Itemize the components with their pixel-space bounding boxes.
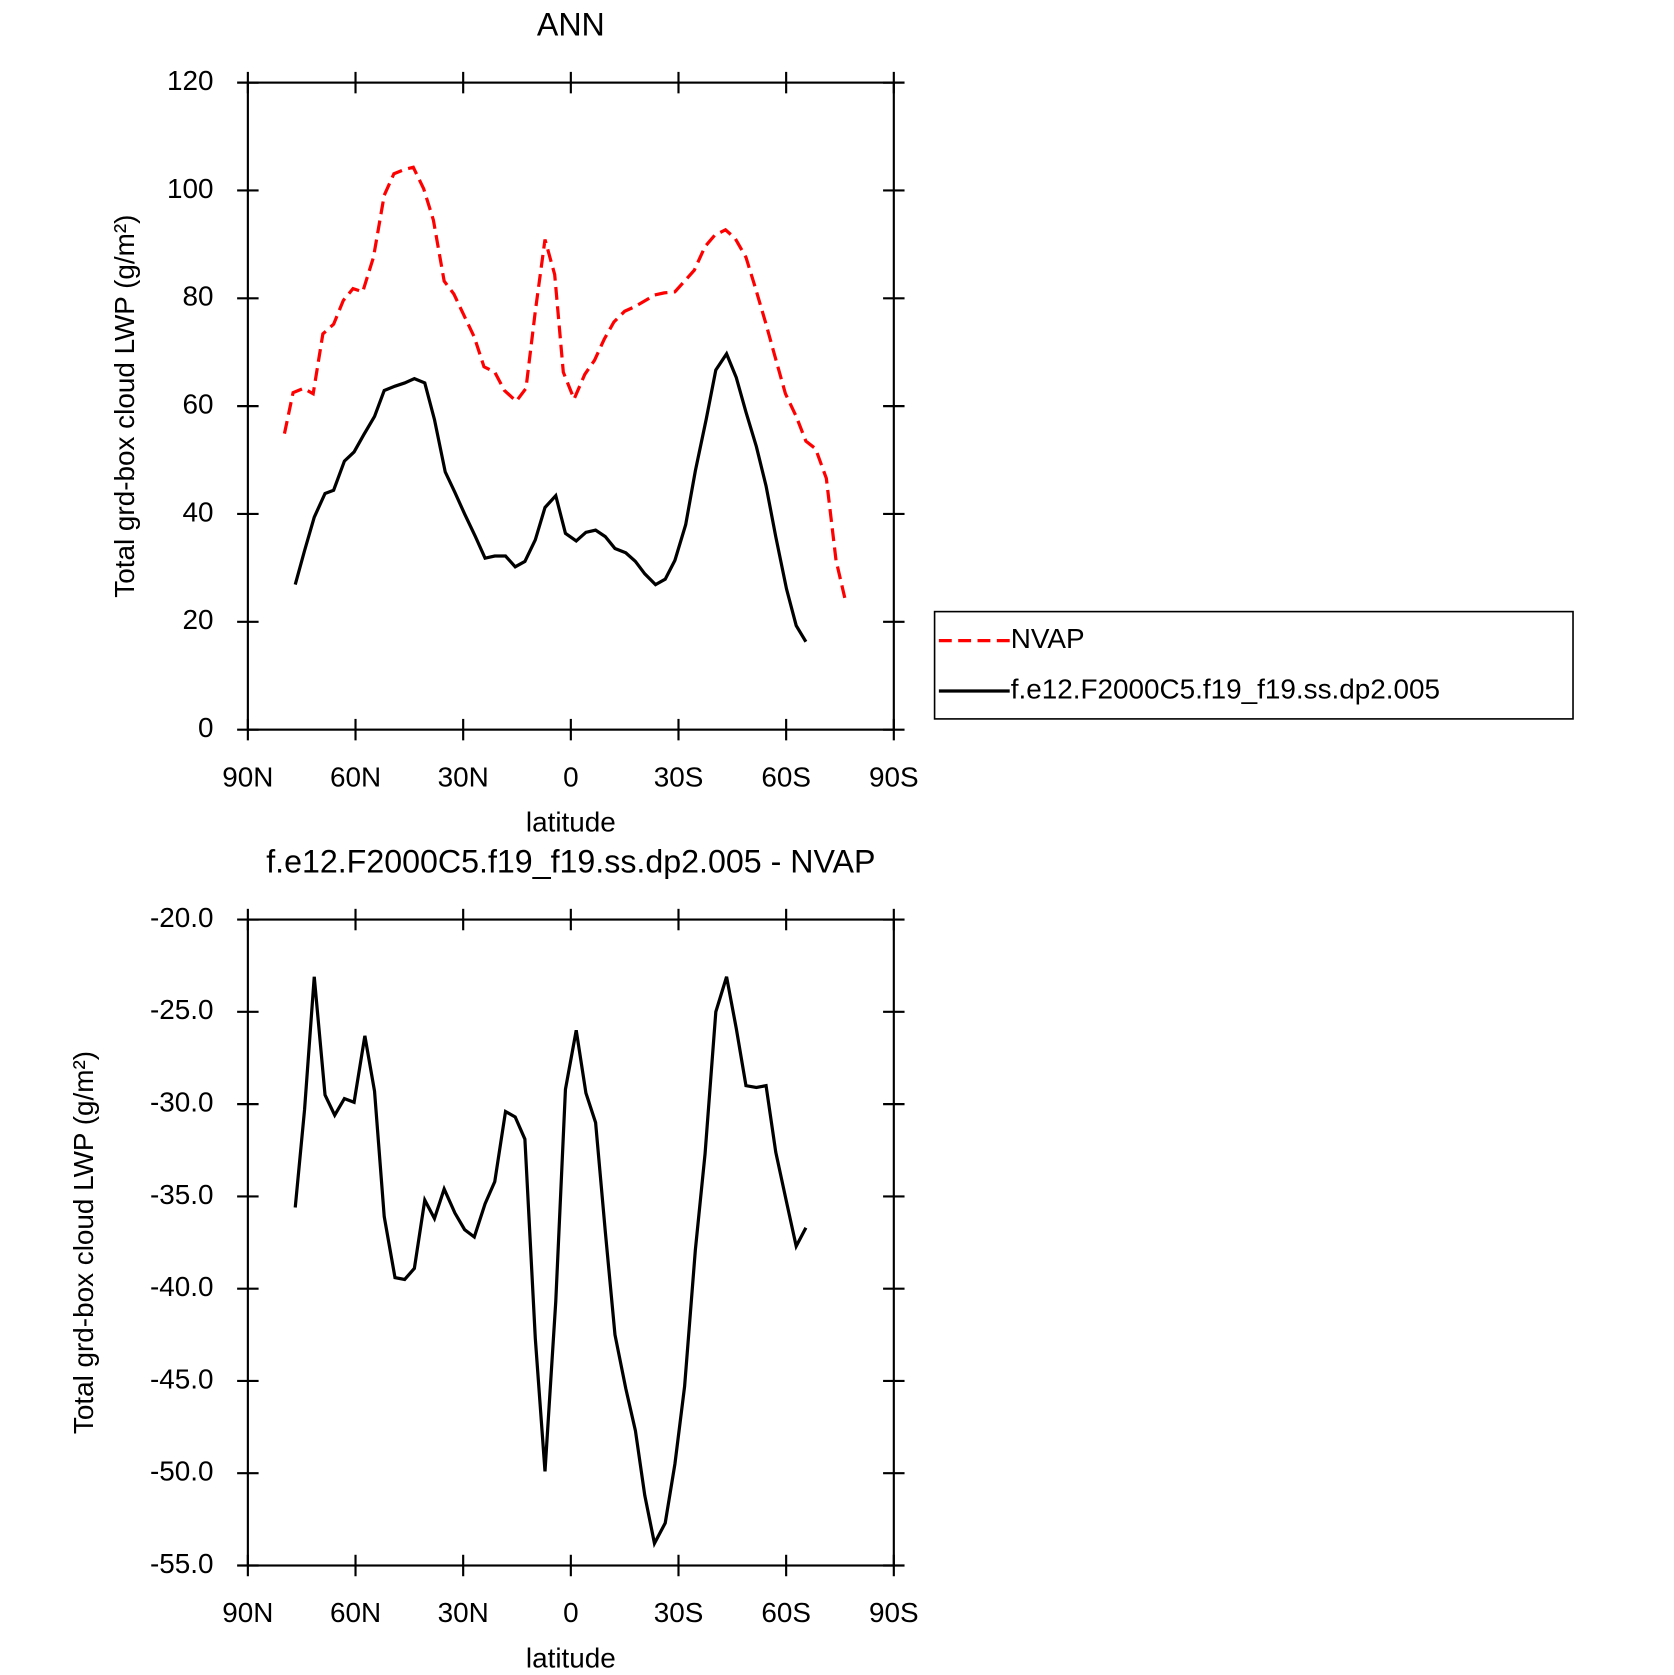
x-tick-label: 60N [330,1597,381,1628]
y-tick-label: -55.0 [150,1548,214,1579]
x-tick-label: 90N [222,1597,273,1628]
chart-title: ANN [537,6,605,42]
chart-title: f.e12.F2000C5.f19_f19.ss.dp2.005 - NVAP [266,843,875,879]
y-tick-label: 0 [198,712,214,743]
plot-frame [246,81,895,731]
y-tick-label: -35.0 [150,1179,214,1210]
legend-label: f.e12.F2000C5.f19_f19.ss.dp2.005 [1011,673,1440,704]
x-tick-label: 0 [563,1597,579,1628]
y-tick-label: -30.0 [150,1086,214,1117]
y-tick-label: -45.0 [150,1363,214,1394]
y-tick-label: -50.0 [150,1456,214,1487]
x-tick-label: 0 [563,761,579,792]
data-line [293,350,808,643]
x-tick-label: 30S [654,1597,704,1628]
x-tick-label: 90S [869,761,919,792]
x-tick-label: 30N [438,761,489,792]
x-tick-label: 30S [654,761,704,792]
y-tick-label: -25.0 [150,994,214,1025]
y-tick-label: -40.0 [150,1271,214,1302]
x-tick-label: 60N [330,761,381,792]
y-tick-label: 80 [183,281,214,312]
data-line [282,165,848,603]
x-tick-label: 60S [761,1597,811,1628]
y-tick-label: 40 [183,496,214,527]
y-tick-label: 100 [167,173,214,204]
y-tick-label: -20.0 [150,902,214,933]
y-tick-label: 120 [167,65,214,96]
x-tick-label: 90N [222,761,273,792]
data-line [293,976,808,1549]
x-tick-label: 90S [869,1597,919,1628]
x-axis-label: latitude [526,806,616,837]
y-tick-label: 60 [183,389,214,420]
y-tick-label: 20 [183,604,214,635]
x-axis-label: latitude [526,1642,616,1673]
x-tick-label: 60S [761,761,811,792]
plot-area: ANN 90N 60N 30N 0 30S 60S 90S latitude 0 20 40 60 80 1… [68,6,1574,1673]
legend-box [933,610,1574,720]
legend-label: NVAP [1011,623,1085,654]
y-axis-label: Total grd-box cloud LWP (g/m²) [109,215,140,598]
y-axis-label: Total grd-box cloud LWP (g/m²) [68,1051,99,1434]
x-tick-label: 30N [438,1597,489,1628]
